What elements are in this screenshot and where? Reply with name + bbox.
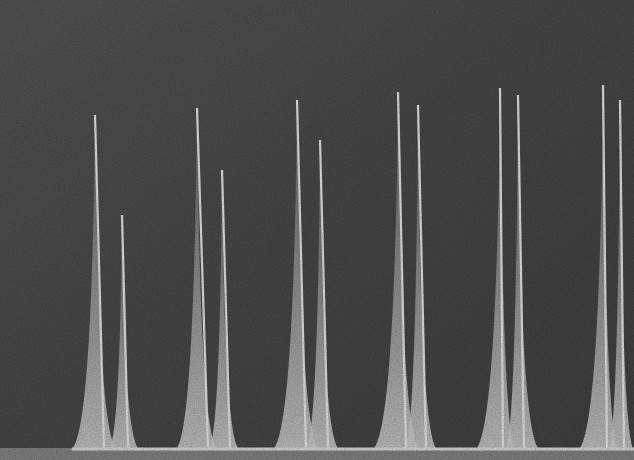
film-grain — [0, 0, 634, 460]
page: {} — [0, 0, 634, 460]
photo — [0, 0, 634, 460]
